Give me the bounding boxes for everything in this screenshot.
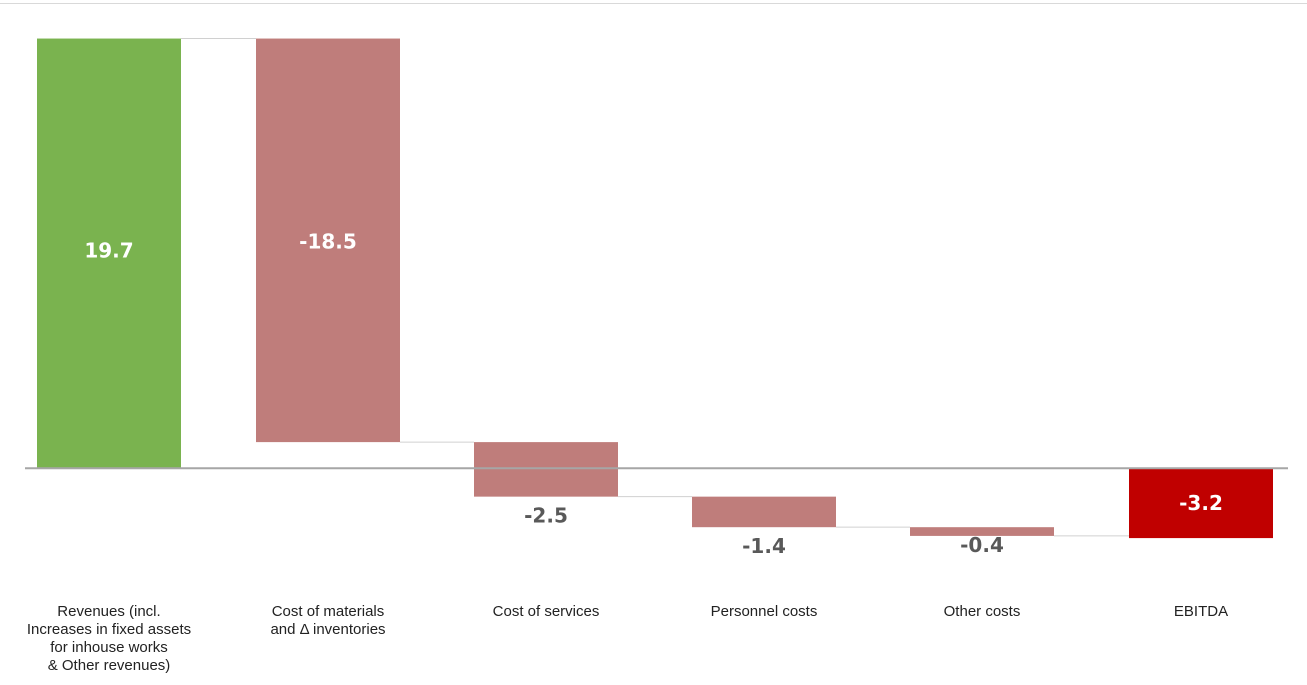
value-label-3: -2.5 xyxy=(524,504,568,528)
bar-5 xyxy=(910,527,1054,536)
category-label-2: Cost of materials and Δ inventories xyxy=(270,603,386,638)
category-label-4: Personnel costs xyxy=(710,603,818,620)
value-label-2: -18.5 xyxy=(299,230,357,254)
top-divider xyxy=(0,3,1307,4)
value-label-5: -0.4 xyxy=(960,533,1004,557)
bar-1 xyxy=(37,38,181,469)
category-label-3: Cost of services xyxy=(492,603,600,620)
category-label-5: Other costs xyxy=(943,603,1021,620)
bar-2 xyxy=(256,38,400,443)
bar-4 xyxy=(692,496,836,528)
bar-6 xyxy=(1129,468,1273,539)
category-label-1: Revenues (incl. Increases in fixed asset… xyxy=(26,603,192,674)
bar-3 xyxy=(474,442,618,497)
value-label-6: -3.2 xyxy=(1179,491,1223,515)
value-label-1: 19.7 xyxy=(84,239,133,263)
chart-plot-area: 19.7 -18.5 -2.5 -1.4 -0.4 -3.2 xyxy=(25,38,1288,558)
category-label-6: EBITDA xyxy=(1173,603,1229,620)
value-label-4: -1.4 xyxy=(742,534,786,558)
